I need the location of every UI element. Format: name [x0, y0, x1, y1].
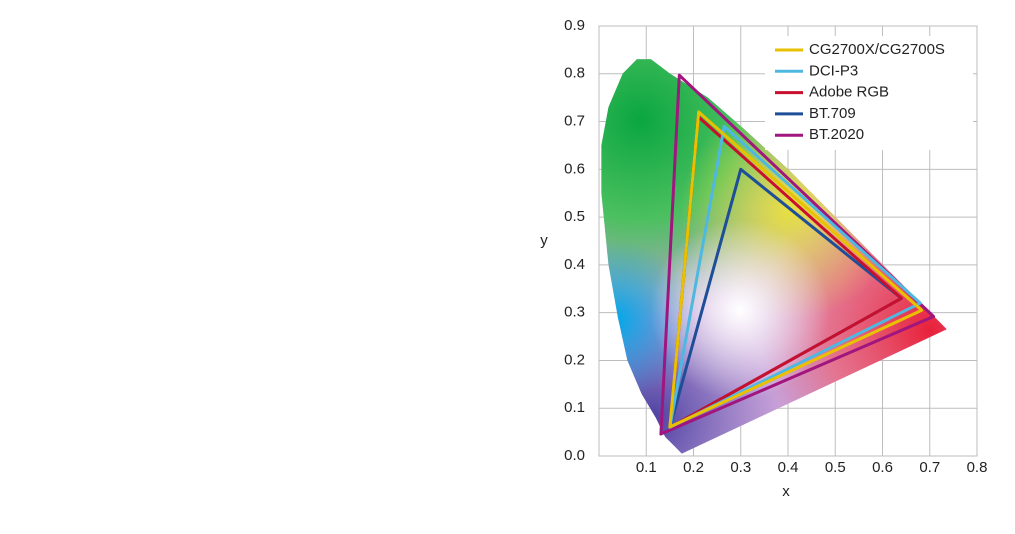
y-tick-label: 0.7: [564, 113, 585, 130]
legend-label: CG2700X/CG2700S: [809, 41, 945, 58]
legend-label: DCI-P3: [809, 62, 858, 79]
y-tick-label: 0.8: [564, 65, 585, 82]
y-tick-label: 0.3: [564, 304, 585, 321]
x-tick-label: 0.3: [730, 459, 751, 476]
y-tick-label: 0.5: [564, 208, 585, 225]
gamut-triangle: [668, 110, 924, 429]
legend-label: BT.709: [809, 105, 856, 122]
x-tick-label: 0.1: [636, 459, 657, 476]
x-tick-label: 0.5: [825, 459, 846, 476]
y-tick-label: 0.1: [564, 399, 585, 416]
legend-label: Adobe RGB: [809, 84, 889, 101]
y-tick-label: 0.2: [564, 351, 585, 368]
x-tick-label: 0.8: [967, 459, 988, 476]
x-axis-label: x: [782, 483, 790, 500]
y-tick-label: 0.4: [564, 256, 585, 273]
x-tick-label: 0.4: [778, 459, 799, 476]
legend-label: BT.2020: [809, 126, 864, 143]
x-tick-label: 0.7: [919, 459, 940, 476]
y-tick-label: 0.9: [564, 17, 585, 34]
gamut-triangle: [668, 124, 922, 429]
x-tick-label: 0.6: [872, 459, 893, 476]
x-tick-label: 0.2: [683, 459, 704, 476]
y-tick-label: 0.0: [564, 447, 585, 464]
gamuts: [659, 73, 936, 436]
gamut-triangle: [659, 73, 936, 436]
legend: CG2700X/CG2700S DCI-P3 Adobe RGB BT.709 BT.2…: [775, 41, 945, 143]
y-tick-label: 0.6: [564, 160, 585, 177]
y-axis-label: y: [540, 232, 548, 249]
